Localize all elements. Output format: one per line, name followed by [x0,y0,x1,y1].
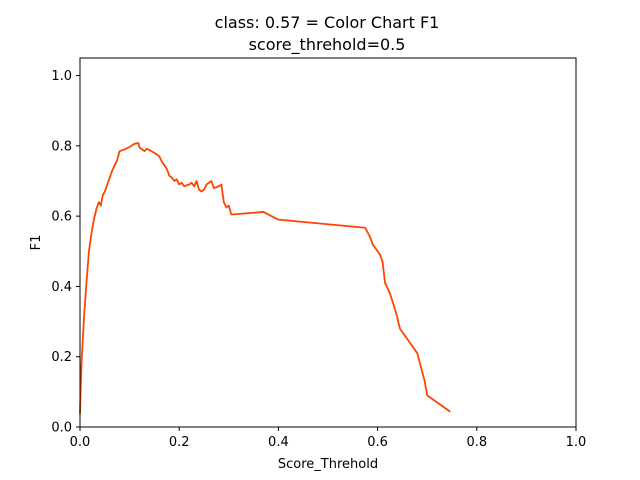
x-tick-label: 0.2 [169,435,190,450]
x-axis-ticks: 0.0 0.2 0.4 0.6 0.8 1.0 [70,427,587,450]
y-axis-ticks: 0.0 0.2 0.4 0.6 0.8 1.0 [51,69,80,436]
x-tick-label: 0.0 [70,435,91,450]
x-axis-label: Score_Threhold [278,457,378,472]
series-layer [79,142,451,414]
y-tick-label: 0.2 [51,350,72,365]
y-tick-label: 0.6 [51,210,72,225]
chart-title: class: 0.57 = Color Chart F1 [215,13,440,32]
series-line-f1 [79,142,451,414]
y-tick-label: 0.0 [51,421,72,436]
plot-frame [79,57,577,428]
x-tick-label: 0.4 [268,435,289,450]
x-tick-label: 0.6 [367,435,388,450]
x-tick-label: 0.8 [466,435,487,450]
x-tick-label: 1.0 [566,435,587,450]
chart-subtitle: score_threhold=0.5 [249,35,406,55]
y-axis-label: F1 [29,235,44,251]
y-tick-label: 0.8 [51,139,72,154]
y-tick-label: 0.4 [51,280,72,295]
y-tick-label: 1.0 [51,69,72,84]
